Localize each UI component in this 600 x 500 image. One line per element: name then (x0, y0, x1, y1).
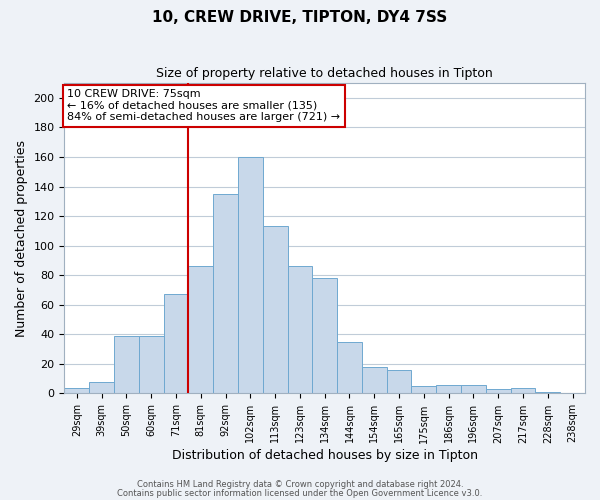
Text: Contains public sector information licensed under the Open Government Licence v3: Contains public sector information licen… (118, 488, 482, 498)
Text: Contains HM Land Registry data © Crown copyright and database right 2024.: Contains HM Land Registry data © Crown c… (137, 480, 463, 489)
Bar (511, 388, 535, 394)
Bar (164, 294, 188, 394)
Bar (337, 342, 362, 394)
Bar (535, 392, 560, 394)
Bar (188, 266, 213, 394)
Bar (139, 336, 164, 394)
Bar (213, 194, 238, 394)
Bar (64, 388, 89, 394)
X-axis label: Distribution of detached houses by size in Tipton: Distribution of detached houses by size … (172, 450, 478, 462)
Bar (238, 157, 263, 394)
Bar (114, 336, 139, 394)
Bar (362, 367, 386, 394)
Bar (89, 382, 114, 394)
Bar (287, 266, 313, 394)
Title: Size of property relative to detached houses in Tipton: Size of property relative to detached ho… (157, 68, 493, 80)
Bar (386, 370, 412, 394)
Text: 10 CREW DRIVE: 75sqm
← 16% of detached houses are smaller (135)
84% of semi-deta: 10 CREW DRIVE: 75sqm ← 16% of detached h… (67, 90, 340, 122)
Bar (412, 386, 436, 394)
Bar (313, 278, 337, 394)
Text: 10, CREW DRIVE, TIPTON, DY4 7SS: 10, CREW DRIVE, TIPTON, DY4 7SS (152, 10, 448, 25)
Bar (263, 226, 287, 394)
Bar (486, 389, 511, 394)
Bar (436, 384, 461, 394)
Bar (461, 384, 486, 394)
Y-axis label: Number of detached properties: Number of detached properties (15, 140, 28, 337)
